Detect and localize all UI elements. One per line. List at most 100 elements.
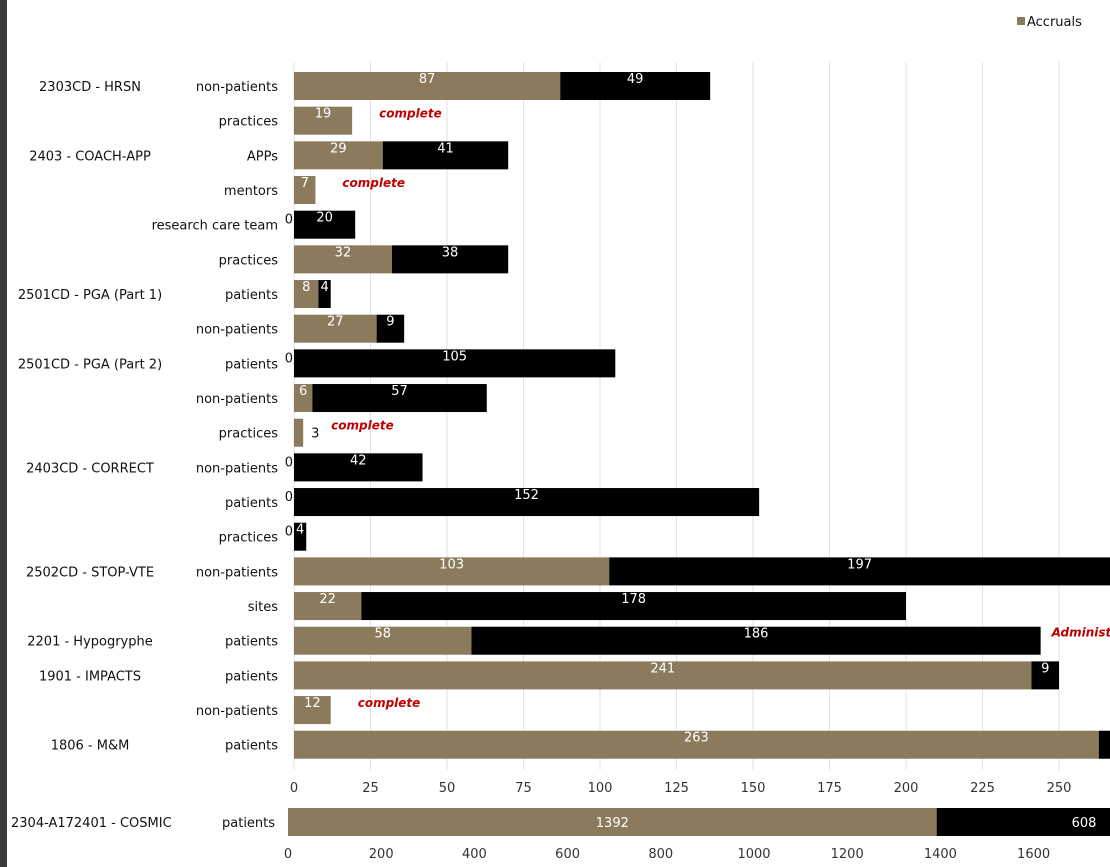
- category-label: non-patients: [196, 80, 278, 95]
- remaining-bar: [294, 453, 423, 482]
- remaining-value: 105: [442, 349, 467, 364]
- category-label: practices: [219, 253, 279, 268]
- remaining-bar: [1098, 730, 1110, 759]
- accrued-value: 87: [419, 72, 436, 87]
- accrued-value: 27: [327, 315, 344, 330]
- accrued-value: 241: [650, 661, 675, 676]
- remaining-bar: [294, 488, 760, 517]
- remaining-value: 38: [442, 245, 459, 260]
- category-label: non-patients: [196, 704, 278, 719]
- x-tick-label: 25: [362, 781, 379, 796]
- accrued-bar: [294, 696, 331, 725]
- x-tick-label: 225: [970, 781, 995, 796]
- remaining-bar: [382, 141, 509, 170]
- category-label: patients: [222, 816, 275, 831]
- accrued-bar: [294, 418, 304, 447]
- study-label-2304-a172401-cosmic: 2304-A172401 - COSMIC: [11, 816, 172, 831]
- accrued-bar: [288, 808, 937, 836]
- remaining-bar: [1031, 661, 1059, 690]
- remaining-bar: [294, 210, 356, 239]
- accrued-bar: [294, 626, 472, 655]
- category-label: sites: [248, 600, 278, 615]
- category-label: practices: [219, 115, 279, 130]
- status-note: Administ: [1051, 626, 1110, 640]
- category-label: patients: [225, 496, 278, 511]
- x-tick-label: 250: [1047, 781, 1072, 796]
- chart-frame: 2303CD - HRSN non-patients 87 49 practices 19…: [7, 0, 1110, 867]
- accrued-value: 8: [302, 280, 310, 295]
- status-note: complete: [358, 696, 421, 710]
- accrued-bar: [294, 730, 1099, 759]
- accrued-value: 0: [285, 351, 293, 366]
- remaining-value: 9: [1041, 661, 1049, 676]
- accrued-bar: [294, 661, 1032, 690]
- remaining-value: 9: [386, 315, 394, 330]
- accrued-value: 29: [330, 141, 347, 156]
- x-tick-label: 1000: [737, 847, 770, 862]
- study-label-2201-hypogryphe: 2201 - Hypogryphe: [27, 635, 153, 650]
- study-label-2403-coach-app: 2403 - COACH-APP: [29, 149, 151, 164]
- status-note: complete: [331, 419, 394, 433]
- accrued-value: 0: [285, 455, 293, 470]
- remaining-bar: [560, 72, 711, 100]
- category-label: patients: [225, 288, 278, 303]
- category-label: non-patients: [196, 392, 278, 407]
- category-label: practices: [219, 427, 279, 442]
- accrued-value: 19: [315, 107, 332, 122]
- x-tick-label: 175: [817, 781, 842, 796]
- remaining-value: 49: [627, 72, 644, 87]
- accrued-value: 1392: [596, 816, 629, 831]
- accrued-bar: [294, 245, 392, 274]
- status-note: complete: [379, 107, 442, 121]
- remaining-bar: [936, 808, 1110, 836]
- category-label: patients: [225, 635, 278, 650]
- accrued-bar: [294, 280, 319, 309]
- accrued-bar: [294, 314, 377, 343]
- accrued-value: 58: [374, 627, 391, 642]
- category-label: patients: [225, 669, 278, 684]
- x-tick-label: 75: [515, 781, 532, 796]
- accrued-value: 12: [304, 696, 321, 711]
- remaining-bar: [294, 522, 307, 551]
- remaining-bar: [609, 557, 1110, 586]
- accrued-value: 6: [299, 384, 307, 399]
- x-tick-label: 125: [664, 781, 689, 796]
- legend-swatch: [1017, 17, 1025, 25]
- accrued-bar: [294, 141, 383, 170]
- accrued-value: 3: [311, 427, 319, 442]
- category-label: mentors: [224, 184, 278, 199]
- x-tick-label: 150: [741, 781, 766, 796]
- remaining-bar: [376, 314, 405, 343]
- category-label: non-patients: [196, 323, 278, 338]
- remaining-value: 178: [621, 592, 646, 607]
- remaining-value: 42: [350, 453, 367, 468]
- study-label-2501cd-pga-part-2: 2501CD - PGA (Part 2): [18, 357, 162, 372]
- accrued-value: 7: [301, 176, 309, 191]
- study-label-2303cd-hrsn: 2303CD - HRSN: [39, 80, 141, 95]
- remaining-bar: [312, 384, 487, 413]
- accrued-bar: [294, 72, 561, 100]
- x-tick-label: 100: [588, 781, 613, 796]
- study-label-2502cd-stop-vte: 2502CD - STOP-VTE: [26, 565, 154, 580]
- remaining-value: 20: [316, 211, 333, 226]
- x-tick-label: 0: [284, 847, 292, 862]
- x-tick-label: 0: [290, 781, 298, 796]
- x-tick-label: 1600: [1017, 847, 1050, 862]
- legend-label: Accruals: [1027, 15, 1082, 30]
- status-note: complete: [342, 176, 405, 190]
- remaining-bar: [391, 245, 509, 274]
- category-label: patients: [225, 357, 278, 372]
- accrued-value: 0: [285, 213, 293, 228]
- accrued-value: 22: [319, 592, 336, 607]
- x-tick-label: 800: [648, 847, 673, 862]
- remaining-value: 4: [320, 280, 328, 295]
- accrued-value: 263: [684, 731, 709, 746]
- study-label-1806-m-m: 1806 - M&M: [51, 739, 130, 754]
- x-tick-label: 1400: [924, 847, 957, 862]
- remaining-value: 608: [1072, 816, 1097, 831]
- accrued-value: 103: [439, 557, 464, 572]
- accrued-bar: [294, 384, 313, 413]
- x-tick-label: 50: [439, 781, 456, 796]
- remaining-bar: [361, 592, 906, 621]
